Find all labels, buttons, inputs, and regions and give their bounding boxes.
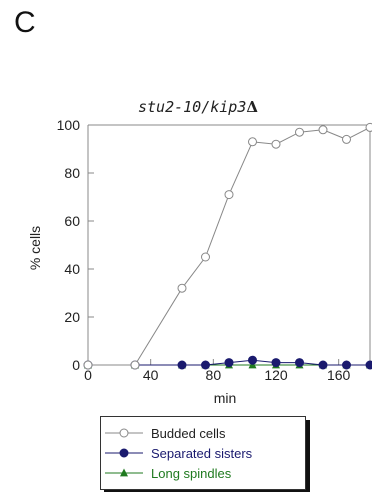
data-point <box>201 360 210 370</box>
data-point <box>295 358 304 368</box>
legend: Budded cells Separated sisters Long spindl… <box>100 416 306 490</box>
data-point <box>224 358 234 368</box>
data-point <box>365 122 372 132</box>
series-line <box>88 126 371 366</box>
y-tick-label: 40 <box>64 261 80 277</box>
panel-letter: C <box>14 6 36 39</box>
legend-swatch <box>105 428 143 438</box>
data-point <box>318 125 328 135</box>
x-tick-label: 160 <box>327 367 351 383</box>
y-tick-group: 0 20 40 60 80 100 <box>57 117 94 373</box>
data-point <box>248 355 257 365</box>
data-point <box>271 139 281 149</box>
data-point <box>224 190 234 200</box>
y-tick-label: 100 <box>57 117 81 133</box>
legend-label: Separated sisters <box>151 445 253 461</box>
data-point <box>248 137 257 147</box>
y-tick-label: 80 <box>64 165 80 181</box>
delta-symbol: Δ <box>246 98 258 116</box>
x-tick-label: 0 <box>84 367 92 383</box>
data-point <box>318 360 328 370</box>
data-point <box>342 360 351 370</box>
legend-entry: Budded cells <box>101 423 225 443</box>
data-point <box>177 283 187 293</box>
series-budded-cells <box>83 122 372 370</box>
legend-entry: Long spindles <box>101 463 231 483</box>
legend-swatch <box>105 468 143 477</box>
data-point <box>271 358 281 368</box>
data-point <box>365 360 372 370</box>
chart-title: stu2-10/kip3Δ <box>138 98 258 116</box>
x-tick-label: 80 <box>206 367 222 383</box>
data-point <box>201 252 210 262</box>
legend-label: Budded cells <box>151 425 226 441</box>
y-tick-label: 60 <box>64 213 80 229</box>
legend-label: Long spindles <box>151 465 232 481</box>
series-group <box>83 122 372 370</box>
data-point <box>83 360 93 370</box>
data-point <box>120 468 128 477</box>
legend-entry: Separated sisters <box>101 443 252 463</box>
data-point <box>119 428 129 438</box>
data-point <box>295 127 304 137</box>
x-axis-label: min <box>214 390 237 406</box>
x-tick-label: 40 <box>143 367 159 383</box>
data-point <box>130 360 140 370</box>
y-axis-label: % cells <box>27 226 43 270</box>
data-point <box>177 360 187 370</box>
y-tick-label: 0 <box>72 357 80 373</box>
data-point <box>119 448 129 458</box>
line-chart: stu2-10/kip3Δ 0 20 40 60 80 100 0 40 80 120 160 %… <box>27 98 372 406</box>
x-tick-group: 0 40 80 120 160 <box>84 359 351 383</box>
y-tick-label: 20 <box>64 309 80 325</box>
legend-swatch <box>105 448 143 458</box>
x-tick-label: 120 <box>264 367 288 383</box>
data-point <box>342 134 351 144</box>
